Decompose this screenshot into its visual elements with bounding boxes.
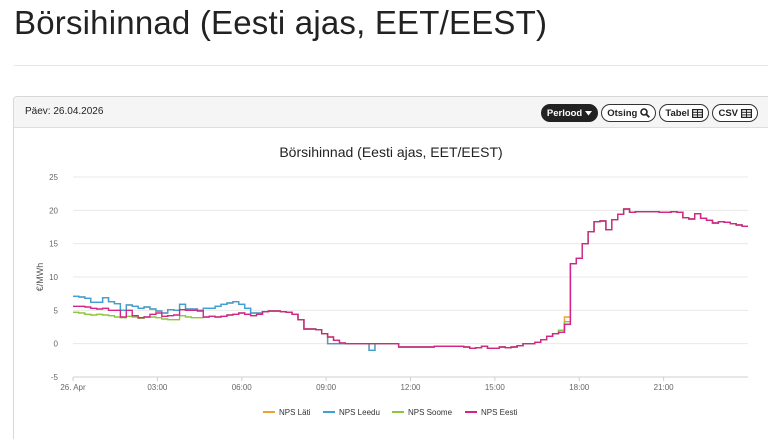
y-tick-label: 25 (49, 173, 58, 182)
legend-label: NPS Soome (408, 408, 453, 417)
series-line-nps-leedu[interactable] (73, 208, 748, 352)
y-axis-label: €/MWh (35, 263, 45, 292)
search-button-label: Otsing (607, 107, 638, 119)
legend-label: NPS Läti (279, 408, 311, 417)
panel-header: Päev: 26.04.2026 Perlood Otsing Tabel CS… (14, 97, 768, 128)
legend-item[interactable]: NPS Läti (263, 408, 311, 417)
legend-item[interactable]: NPS Leedu (323, 408, 380, 417)
y-tick-label: -5 (51, 373, 59, 382)
series-line-nps-eesti[interactable] (73, 208, 748, 350)
legend-label: NPS Eesti (481, 408, 518, 417)
table-button-label: Tabel (665, 107, 690, 119)
chart-toolbar: Perlood Otsing Tabel CSV (540, 104, 758, 122)
x-tick-label: 15:00 (485, 383, 506, 392)
x-tick-label: 26. Apr (60, 383, 86, 392)
y-tick-label: 5 (54, 306, 59, 315)
caret-down-icon (585, 110, 593, 115)
date-label: Päev: 26.04.2026 (25, 106, 104, 117)
y-tick-label: 15 (49, 240, 58, 249)
magnifier-icon (640, 108, 651, 118)
series-line-nps-soome[interactable] (73, 208, 748, 350)
x-tick-label: 09:00 (316, 383, 337, 392)
table-button[interactable]: Tabel (659, 104, 710, 122)
csv-button[interactable]: CSV (712, 104, 758, 122)
x-tick-label: 06:00 (232, 383, 253, 392)
period-button[interactable]: Perlood (540, 104, 599, 122)
table-icon (741, 108, 752, 118)
y-tick-label: 20 (49, 206, 58, 215)
chart-title: Börsihinnad (Eesti ajas, EET/EEST) (279, 144, 502, 160)
search-button[interactable]: Otsing (601, 104, 657, 122)
y-tick-label: 10 (49, 273, 58, 282)
x-tick-label: 03:00 (147, 383, 168, 392)
csv-button-label: CSV (718, 107, 738, 119)
legend-label: NPS Leedu (339, 408, 380, 417)
y-tick-label: 0 (54, 340, 59, 349)
table-icon (692, 108, 704, 118)
chart-panel: Päev: 26.04.2026 Perlood Otsing Tabel CS… (13, 96, 768, 439)
series-line-nps-lati[interactable] (73, 208, 748, 352)
page-title: Börsihinnad (Eesti ajas, EET/EEST) (14, 4, 548, 41)
period-button-label: Perlood (546, 107, 583, 119)
legend-item[interactable]: NPS Soome (392, 408, 453, 417)
x-tick-label: 12:00 (400, 383, 421, 392)
x-tick-label: 18:00 (569, 383, 590, 392)
title-divider (14, 65, 768, 66)
x-tick-label: 21:00 (654, 383, 675, 392)
legend-item[interactable]: NPS Eesti (465, 408, 518, 417)
